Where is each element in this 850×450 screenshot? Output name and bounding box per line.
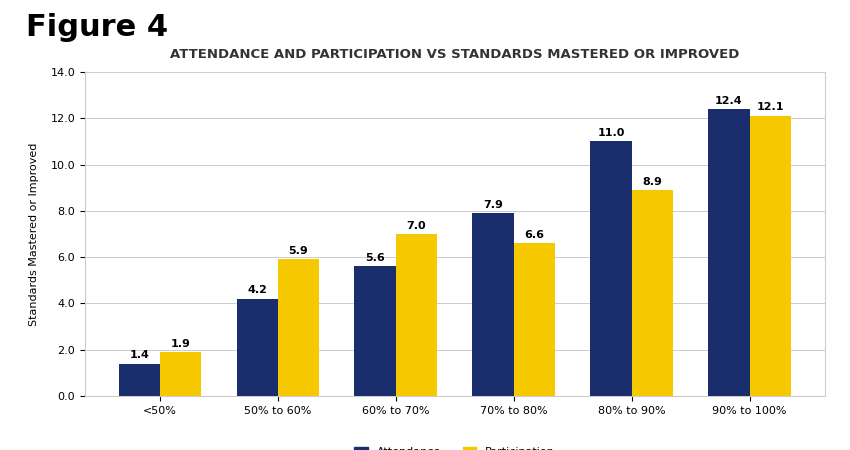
Text: 12.1: 12.1 — [756, 103, 784, 112]
Bar — [236, 299, 278, 396]
Bar — [396, 234, 437, 396]
Text: 7.9: 7.9 — [483, 200, 503, 210]
Title: ATTENDANCE AND PARTICIPATION VS STANDARDS MASTERED OR IMPROVED: ATTENDANCE AND PARTICIPATION VS STANDARD… — [170, 48, 739, 61]
Text: 5.9: 5.9 — [289, 246, 309, 256]
Bar — [750, 116, 791, 396]
Bar — [278, 260, 319, 396]
Bar — [354, 266, 396, 396]
Bar — [708, 109, 750, 396]
Legend: Attendance, Participation: Attendance, Participation — [350, 443, 559, 450]
Text: 1.9: 1.9 — [171, 338, 190, 349]
Text: Figure 4: Figure 4 — [26, 14, 167, 42]
Text: 7.0: 7.0 — [406, 220, 426, 230]
Bar — [632, 190, 673, 396]
Bar — [119, 364, 160, 396]
Text: 12.4: 12.4 — [715, 95, 743, 106]
Y-axis label: Standards Mastered or Improved: Standards Mastered or Improved — [30, 142, 39, 326]
Text: 8.9: 8.9 — [643, 176, 662, 187]
Text: 1.4: 1.4 — [129, 350, 150, 360]
Text: 5.6: 5.6 — [366, 253, 385, 263]
Text: 6.6: 6.6 — [524, 230, 544, 240]
Bar — [473, 213, 513, 396]
Bar — [160, 352, 201, 396]
Bar — [591, 141, 632, 396]
Bar — [513, 243, 555, 396]
Text: 4.2: 4.2 — [247, 285, 267, 295]
Text: 11.0: 11.0 — [598, 128, 625, 138]
